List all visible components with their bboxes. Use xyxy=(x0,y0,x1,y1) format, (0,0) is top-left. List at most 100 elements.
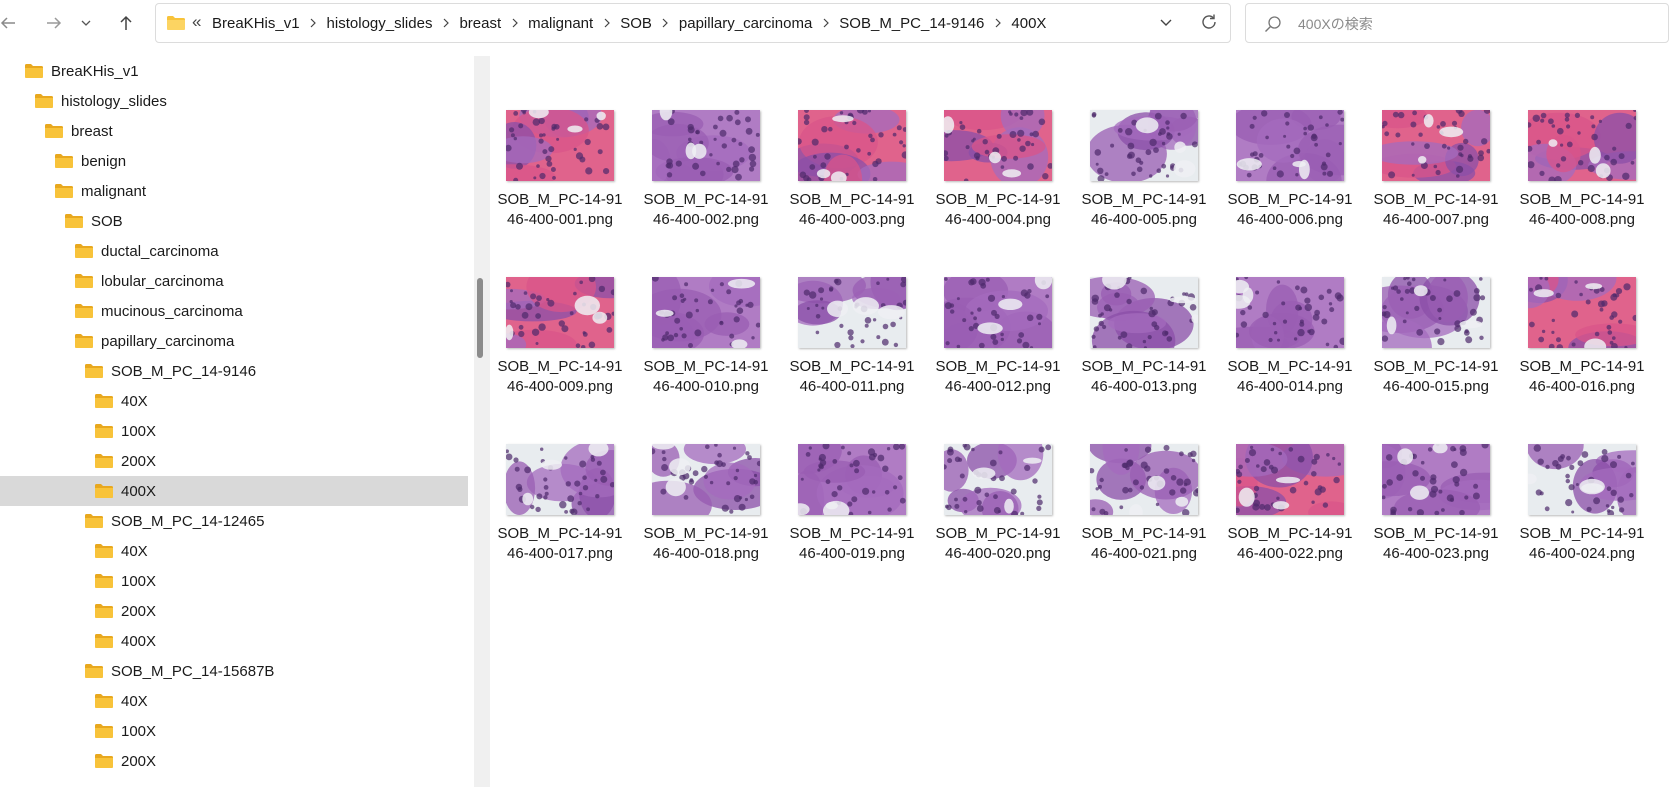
breadcrumb-item[interactable]: malignant xyxy=(528,14,594,32)
sidebar-item[interactable]: 200X xyxy=(0,596,468,626)
sidebar-item[interactable]: 400X xyxy=(0,476,468,506)
sidebar-item-label: lobular_carcinoma xyxy=(101,272,224,290)
sidebar-item[interactable]: malignant xyxy=(0,176,468,206)
file-item[interactable]: SOB_M_PC-14-91 46-400-017.png xyxy=(493,444,633,594)
sidebar-item[interactable]: breast xyxy=(0,116,468,146)
file-item[interactable]: SOB_M_PC-14-91 46-400-005.png xyxy=(1077,110,1217,260)
breadcrumb-separator-icon[interactable] xyxy=(439,16,452,31)
file-item[interactable]: SOB_M_PC-14-91 46-400-024.png xyxy=(1515,444,1655,594)
file-item[interactable]: SOB_M_PC-14-91 46-400-008.png xyxy=(1515,110,1655,260)
file-item[interactable]: SOB_M_PC-14-91 46-400-002.png xyxy=(639,110,779,260)
sidebar-scrollbar[interactable] xyxy=(474,56,490,787)
back-button[interactable] xyxy=(0,6,24,40)
file-item[interactable]: SOB_M_PC-14-91 46-400-014.png xyxy=(1223,277,1363,427)
folder-icon xyxy=(167,16,185,30)
file-thumbnail xyxy=(798,110,906,181)
sidebar-item[interactable]: 40X xyxy=(0,686,468,716)
file-item[interactable]: SOB_M_PC-14-91 46-400-021.png xyxy=(1077,444,1217,594)
file-name: SOB_M_PC-14-91 46-400-018.png xyxy=(643,525,769,562)
sidebar-item[interactable]: SOB xyxy=(0,206,468,236)
file-thumbnail xyxy=(944,277,1052,348)
sidebar-item[interactable]: 400X xyxy=(0,626,468,656)
breadcrumb-separator-icon[interactable] xyxy=(600,16,613,31)
file-name: SOB_M_PC-14-91 46-400-005.png xyxy=(1081,191,1207,228)
file-item[interactable]: SOB_M_PC-14-91 46-400-007.png xyxy=(1369,110,1509,260)
search-input[interactable] xyxy=(1296,6,1660,42)
forward-button[interactable] xyxy=(38,6,70,40)
overflow-chevron[interactable]: « xyxy=(192,12,202,31)
file-item[interactable]: SOB_M_PC-14-91 46-400-013.png xyxy=(1077,277,1217,427)
file-item[interactable]: SOB_M_PC-14-91 46-400-010.png xyxy=(639,277,779,427)
file-item[interactable]: SOB_M_PC-14-91 46-400-018.png xyxy=(639,444,779,594)
file-name: SOB_M_PC-14-91 46-400-007.png xyxy=(1373,191,1499,228)
sidebar-scrollbar-thumb[interactable] xyxy=(477,278,483,358)
sidebar-item-label: malignant xyxy=(81,182,147,200)
file-item[interactable]: SOB_M_PC-14-91 46-400-019.png xyxy=(785,444,925,594)
file-item[interactable]: SOB_M_PC-14-91 46-400-022.png xyxy=(1223,444,1363,594)
sidebar-item[interactable]: ductal_carcinoma xyxy=(0,236,468,266)
file-item[interactable]: SOB_M_PC-14-91 46-400-003.png xyxy=(785,110,925,260)
file-thumbnail xyxy=(1382,277,1490,348)
breadcrumb-separator-icon[interactable] xyxy=(508,16,521,31)
address-bar[interactable]: « BreaKHis_v1 histology_slides breast malig… xyxy=(155,3,1231,43)
sidebar-item[interactable]: 100X xyxy=(0,416,468,446)
recent-locations-button[interactable] xyxy=(75,6,97,40)
search-box[interactable] xyxy=(1245,3,1669,43)
file-item[interactable]: SOB_M_PC-14-91 46-400-009.png xyxy=(493,277,633,427)
file-item[interactable]: SOB_M_PC-14-91 46-400-012.png xyxy=(931,277,1071,427)
folder-icon xyxy=(75,334,93,348)
sidebar-item[interactable]: 200X xyxy=(0,446,468,476)
sidebar-item-label: ductal_carcinoma xyxy=(101,242,219,260)
file-item[interactable]: SOB_M_PC-14-91 46-400-001.png xyxy=(493,110,633,260)
breadcrumb-item[interactable]: histology_slides xyxy=(326,14,433,32)
sidebar-item[interactable]: 40X xyxy=(0,536,468,566)
file-item[interactable]: SOB_M_PC-14-91 46-400-015.png xyxy=(1369,277,1509,427)
up-button[interactable] xyxy=(110,6,142,40)
toolbar: « BreaKHis_v1 histology_slides breast malig… xyxy=(0,0,1676,48)
file-item[interactable]: SOB_M_PC-14-91 46-400-011.png xyxy=(785,277,925,427)
sidebar-item[interactable]: mucinous_carcinoma xyxy=(0,296,468,326)
breadcrumb-item[interactable]: 400X xyxy=(1011,14,1047,32)
breadcrumb-separator-icon[interactable] xyxy=(307,16,320,31)
folder-icon xyxy=(85,364,103,378)
sidebar-item[interactable]: 100X xyxy=(0,566,468,596)
chevron-down-icon xyxy=(81,20,91,26)
sidebar-item[interactable]: 100X xyxy=(0,716,468,746)
file-item[interactable]: SOB_M_PC-14-91 46-400-016.png xyxy=(1515,277,1655,427)
sidebar-item[interactable]: BreaKHis_v1 xyxy=(0,56,468,86)
sidebar-item[interactable]: SOB_M_PC_14-15687B xyxy=(0,656,468,686)
file-name: SOB_M_PC-14-91 46-400-008.png xyxy=(1519,191,1645,228)
sidebar-item[interactable]: SOB_M_PC_14-9146 xyxy=(0,356,468,386)
file-name: SOB_M_PC-14-91 46-400-022.png xyxy=(1227,525,1353,562)
file-item[interactable]: SOB_M_PC-14-91 46-400-020.png xyxy=(931,444,1071,594)
sidebar-item[interactable]: 200X xyxy=(0,746,468,776)
file-name: SOB_M_PC-14-91 46-400-024.png xyxy=(1519,525,1645,562)
arrow-up-icon xyxy=(120,15,132,30)
sidebar-item[interactable]: papillary_carcinoma xyxy=(0,326,468,356)
sidebar-item[interactable]: histology_slides xyxy=(0,86,468,116)
breadcrumb-separator-icon[interactable] xyxy=(991,16,1004,31)
sidebar-item[interactable]: lobular_carcinoma xyxy=(0,266,468,296)
breadcrumb-separator-icon[interactable] xyxy=(819,16,832,31)
file-item[interactable]: SOB_M_PC-14-91 46-400-023.png xyxy=(1369,444,1509,594)
chevron-down-icon[interactable] xyxy=(1158,14,1174,30)
file-item[interactable]: SOB_M_PC-14-91 46-400-006.png xyxy=(1223,110,1363,260)
breadcrumb-item[interactable]: papillary_carcinoma xyxy=(678,14,813,32)
refresh-icon[interactable] xyxy=(1200,13,1218,31)
folder-icon xyxy=(95,604,113,618)
sidebar-item[interactable]: SOB_M_PC_14-12465 xyxy=(0,506,468,536)
folder-icon xyxy=(85,514,103,528)
file-item[interactable]: SOB_M_PC-14-91 46-400-004.png xyxy=(931,110,1071,260)
sidebar-item-label: histology_slides xyxy=(61,92,167,110)
sidebar-item[interactable]: benign xyxy=(0,146,468,176)
file-name: SOB_M_PC-14-91 46-400-014.png xyxy=(1227,358,1353,395)
breadcrumb-item[interactable]: SOB_M_PC_14-9146 xyxy=(839,14,985,32)
breadcrumb-item[interactable]: breast xyxy=(459,14,502,32)
folder-icon xyxy=(55,154,73,168)
breadcrumb-separator-icon[interactable] xyxy=(659,16,672,31)
breadcrumb-item[interactable]: SOB xyxy=(620,14,652,32)
sidebar-item[interactable]: 40X xyxy=(0,386,468,416)
file-name: SOB_M_PC-14-91 46-400-010.png xyxy=(643,358,769,395)
breadcrumb-item[interactable]: BreaKHis_v1 xyxy=(212,14,300,32)
sidebar-item-label: 200X xyxy=(121,602,157,620)
